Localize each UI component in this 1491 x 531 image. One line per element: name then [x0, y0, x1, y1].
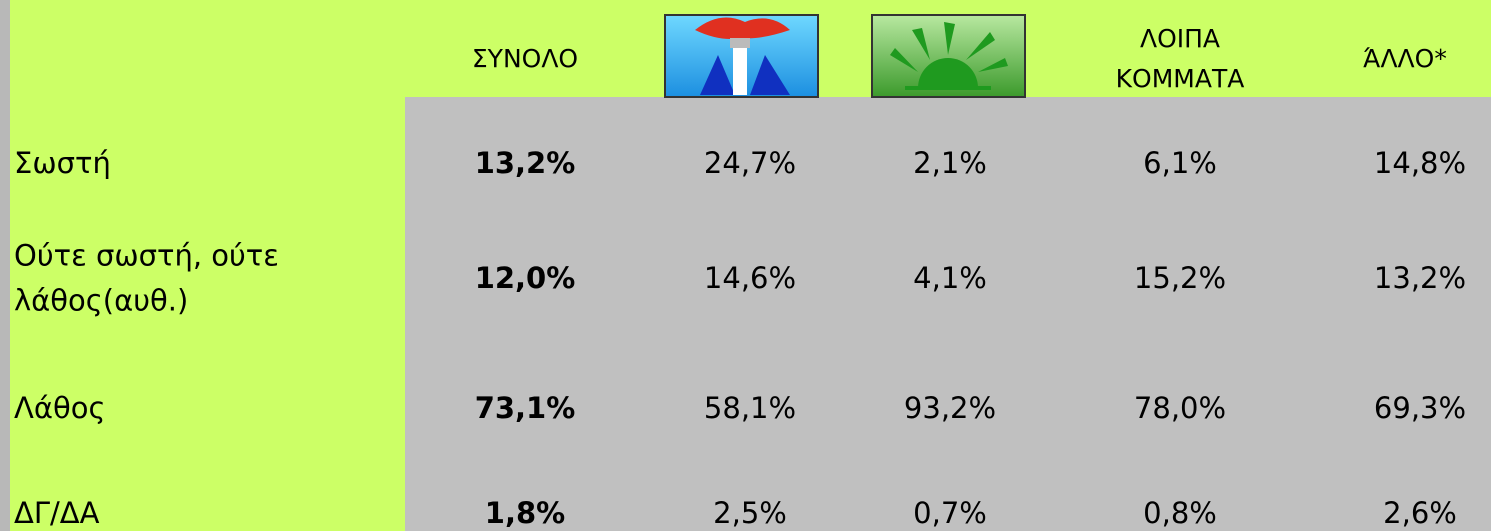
- total-value: 1,8%: [485, 496, 565, 530]
- cell-value: 4,1%: [913, 261, 987, 295]
- cell-value: 24,7%: [704, 146, 796, 180]
- cell-value: 2,6%: [1383, 496, 1457, 530]
- cell-value: 93,2%: [904, 391, 996, 425]
- cell-value: 78,0%: [1134, 391, 1226, 425]
- cell-value: 15,2%: [1134, 261, 1226, 295]
- cell-value: 2,1%: [913, 146, 987, 180]
- header-others: ΛΟΙΠΑ: [1140, 24, 1220, 53]
- nd-logo: [664, 14, 819, 98]
- row-label: Σωστή: [14, 146, 111, 180]
- cell-value: 58,1%: [704, 391, 796, 425]
- total-value: 73,1%: [475, 391, 576, 425]
- cell-value: 13,2%: [1374, 261, 1466, 295]
- header-others: ΚΟΜΜΑΤΑ: [1116, 64, 1245, 93]
- row-label: ΔΓ/ΔΑ: [14, 496, 100, 530]
- cell-value: 14,8%: [1374, 146, 1466, 180]
- header-total: ΣΥΝΟΛΟ: [472, 44, 578, 73]
- cell-value: 2,5%: [713, 496, 787, 530]
- cell-value: 6,1%: [1143, 146, 1217, 180]
- total-value: 12,0%: [475, 261, 576, 295]
- left-strip: [0, 0, 10, 531]
- cell-value: 14,6%: [704, 261, 796, 295]
- cell-value: 0,8%: [1143, 496, 1217, 530]
- row-label: λάθος(αυθ.): [14, 284, 188, 318]
- cell-value: 69,3%: [1374, 391, 1466, 425]
- data-area: [405, 97, 1491, 531]
- row-label: Λάθος: [14, 391, 105, 425]
- header-other: ΆΛΛΟ*: [1363, 44, 1447, 73]
- cell-value: 0,7%: [913, 496, 987, 530]
- row-label: Ούτε σωστή, ούτε: [14, 239, 279, 273]
- pasok-logo: [871, 14, 1026, 98]
- total-value: 13,2%: [475, 146, 576, 180]
